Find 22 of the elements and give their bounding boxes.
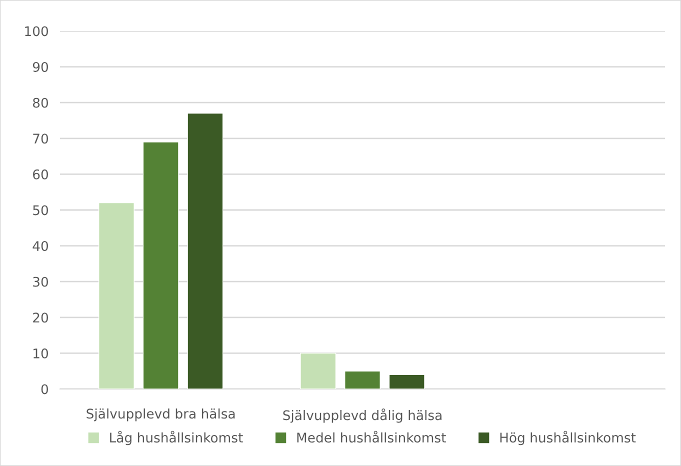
y-tick-label: 0	[41, 384, 48, 394]
x-tick-label: Självupplevd bra hälsa	[86, 408, 235, 422]
bar	[98, 202, 134, 389]
bar	[388, 374, 425, 389]
y-tick-label: 30	[33, 276, 48, 287]
y-tick-label: 20	[33, 312, 48, 323]
y-tick-label: 80	[32, 98, 48, 108]
y-tick-label: 100	[25, 26, 48, 36]
legend-label: Medel hushållsinkomst	[297, 430, 446, 443]
y-tick-label: 60	[33, 169, 48, 180]
y-tick-label: 10	[34, 348, 48, 358]
y-tick-label: 90	[32, 62, 48, 72]
y-tick-label: 40	[32, 241, 48, 251]
y-tick-label: 50	[33, 205, 48, 216]
y-tick-label: 70	[33, 134, 48, 144]
bar	[344, 370, 380, 389]
bar	[187, 112, 224, 389]
legend-label: Låg hushållsinkomst	[110, 430, 243, 446]
bar	[300, 352, 336, 389]
legend-label: Hög hushållsinkomst	[500, 430, 636, 446]
bar	[142, 142, 179, 389]
x-tick-label: Självupplevd dålig hälsa	[283, 408, 442, 423]
